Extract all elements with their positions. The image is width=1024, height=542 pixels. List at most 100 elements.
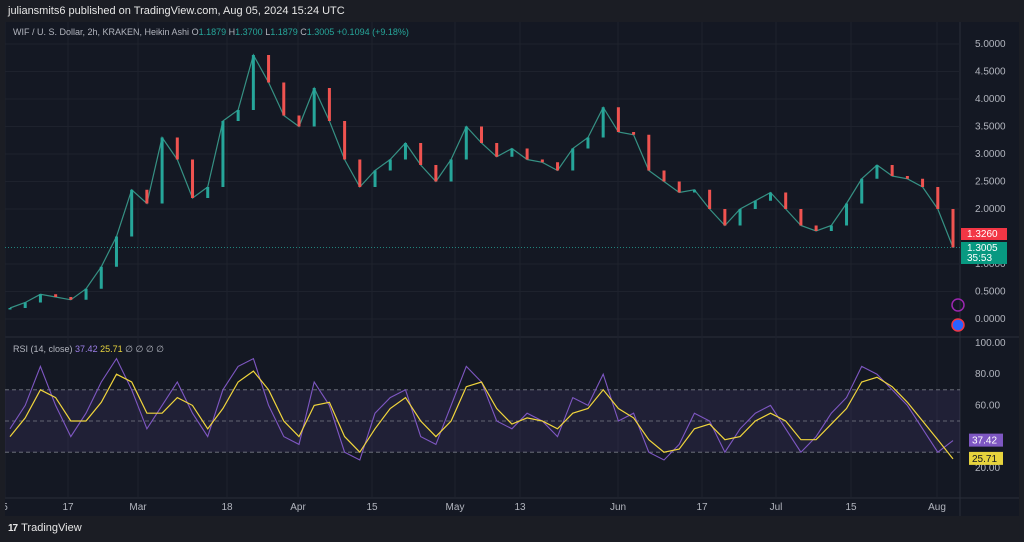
price-tick-label: 5.0000 <box>975 39 1006 50</box>
price-candle <box>784 192 788 209</box>
price-marker-timer-label: 35:53 <box>967 253 992 264</box>
time-tick-label: 5 <box>5 502 8 513</box>
price-candle <box>221 121 225 187</box>
open-label: O <box>191 27 199 37</box>
price-candle <box>860 178 864 204</box>
price-tick-label: 4.0000 <box>975 94 1006 105</box>
chart-svg[interactable]: 5.0000 4.5000 4.0000 3.5000 3.0000 2.5000 2.00… <box>2 22 1019 516</box>
price-candle <box>175 137 179 160</box>
low-label: L <box>265 27 271 37</box>
price-tick-label: 0.0000 <box>975 314 1006 325</box>
time-tick-label: 15 <box>366 502 378 513</box>
price-candle <box>586 137 590 149</box>
price-candle <box>921 178 925 187</box>
price-candle <box>267 55 271 83</box>
time-tick-label: 18 <box>221 502 233 513</box>
price-candle <box>814 225 818 231</box>
rsi-ma-value: 25.71 <box>100 344 123 354</box>
price-candle <box>692 189 696 193</box>
price-candle <box>951 209 955 248</box>
price-candle <box>799 209 803 226</box>
chart-area[interactable]: 5.0000 4.5000 4.0000 3.5000 3.0000 2.5000 2.00… <box>2 22 1019 516</box>
price-candle <box>845 203 849 226</box>
price-candle <box>723 209 727 226</box>
price-candle <box>662 170 666 182</box>
event-flag-icon <box>951 318 965 332</box>
rsi-tick-label: 100.00 <box>975 338 1006 349</box>
price-candle <box>312 88 316 127</box>
rsi-marker-label: 37.42 <box>972 436 997 447</box>
price-candle <box>449 159 453 182</box>
price-candle <box>297 115 301 127</box>
price-candle <box>495 143 499 157</box>
price-candle <box>632 132 636 135</box>
footer: 17 TradingView <box>8 522 82 534</box>
price-candle <box>145 189 149 204</box>
price-candle <box>677 181 681 193</box>
symbol-label: WIF / U. S. Dollar, 2h, KRAKEN, Heikin A… <box>13 27 190 37</box>
price-candle <box>373 170 377 187</box>
rsi-tick-label: 80.00 <box>975 369 1000 380</box>
rsi-tick-label: 60.00 <box>975 400 1000 411</box>
event-lightning-icon <box>951 298 965 312</box>
price-candle <box>540 159 544 163</box>
price-candle <box>69 297 73 300</box>
price-candle <box>768 192 772 201</box>
price-tick-label: 3.0000 <box>975 149 1006 160</box>
price-marker-high-label: 1.3260 <box>967 229 998 240</box>
time-tick-label: 15 <box>845 502 857 513</box>
time-tick-label: Apr <box>290 502 306 513</box>
price-candle <box>84 288 88 300</box>
price-candle <box>708 189 712 209</box>
rsi-ma-marker-label: 25.71 <box>972 454 997 465</box>
price-candle <box>358 159 362 187</box>
price-candle <box>480 126 483 143</box>
rsi-ma-marker <box>969 451 1003 465</box>
price-candle <box>54 294 58 297</box>
rsi-tick-label: 20.00 <box>975 463 1000 474</box>
high-value: 1.3700 <box>235 27 263 37</box>
price-candle <box>343 121 347 160</box>
price-candle <box>556 162 560 171</box>
price-candle <box>38 294 42 303</box>
price-candle <box>647 134 651 171</box>
price-candle <box>905 176 909 179</box>
price-candle <box>403 143 407 160</box>
time-tick-label: Jul <box>770 502 783 513</box>
price-candle <box>99 266 103 289</box>
high-label: H <box>228 27 236 37</box>
rsi-extra: ∅ ∅ ∅ ∅ <box>125 344 165 354</box>
price-candle <box>114 236 118 267</box>
change-value: +0.1094 (+9.18%) <box>336 27 409 37</box>
price-candle <box>8 308 12 310</box>
rsi-marker <box>969 433 1003 447</box>
price-candle <box>191 159 195 198</box>
price-candle <box>875 165 879 179</box>
price-candle <box>616 107 620 132</box>
rsi-value: 37.42 <box>75 344 98 354</box>
price-marker-high <box>961 228 1007 240</box>
price-candle <box>510 148 514 157</box>
price-candle <box>251 55 255 110</box>
price-tick-label: 1.0000 <box>975 259 1006 270</box>
price-candle <box>160 137 164 204</box>
price-candle <box>419 143 423 165</box>
price-tick-label: 0.5000 <box>975 287 1006 298</box>
price-candle <box>571 148 575 171</box>
close-value: 1.3005 <box>306 27 335 37</box>
tradingview-logo-icon: 17 <box>8 522 18 534</box>
price-tick-label: 3.5000 <box>975 122 1006 133</box>
rsi-legend: RSI (14, close) 37.42 25.71 ∅ ∅ ∅ ∅ <box>13 344 164 355</box>
time-tick-label: 13 <box>514 502 526 513</box>
time-tick-label: Mar <box>129 502 147 513</box>
price-candle <box>890 165 894 176</box>
footer-brand[interactable]: TradingView <box>21 522 82 534</box>
price-tick-label: 4.5000 <box>975 67 1006 78</box>
price-candle <box>282 82 286 116</box>
price-candle <box>206 187 210 198</box>
price-candle <box>525 148 529 160</box>
price-candle <box>738 209 742 226</box>
price-tick-label: 2.5000 <box>975 177 1006 188</box>
price-tick-label: 2.0000 <box>975 204 1006 215</box>
